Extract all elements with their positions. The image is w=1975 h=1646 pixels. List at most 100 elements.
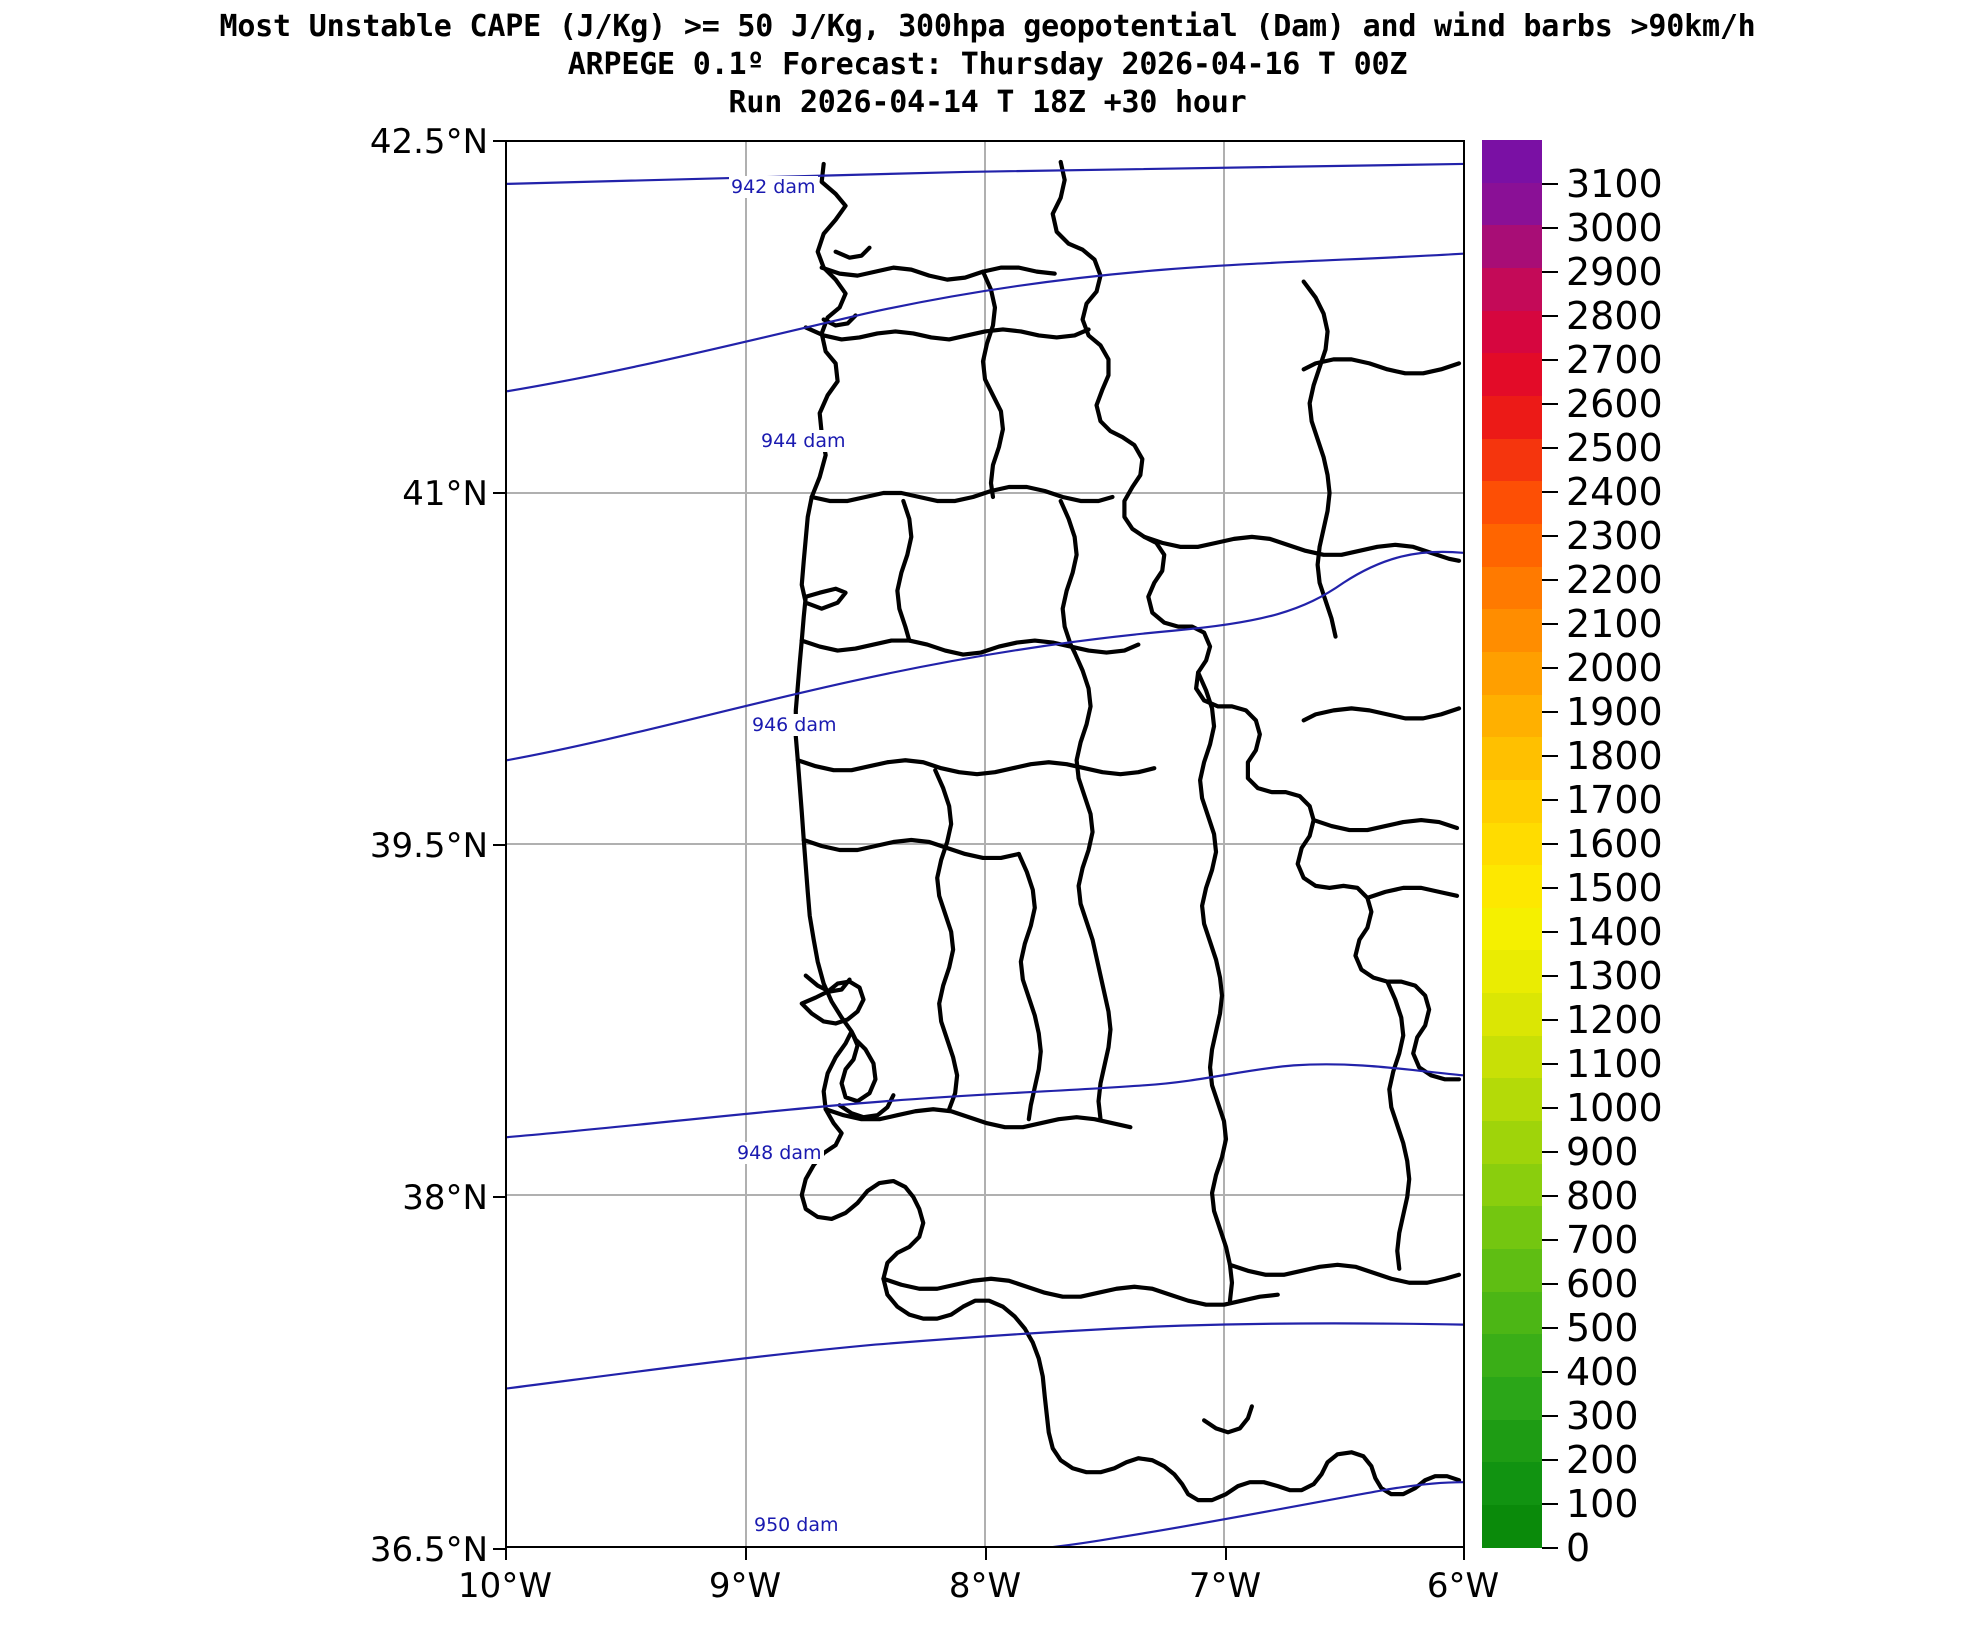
colorbar-tick-label: 2300 <box>1566 514 1663 558</box>
ytick-label-42-5: 42.5°N <box>369 122 488 162</box>
colorbar-swatch <box>1482 1419 1542 1463</box>
ytick-mark-39-5 <box>493 844 505 846</box>
colorbar-tick-label: 3000 <box>1566 206 1663 250</box>
colorbar-swatch <box>1482 1334 1542 1378</box>
xtick-mark-6w <box>1463 1548 1465 1560</box>
xtick-label-7w: 7°W <box>1188 1566 1262 1606</box>
colorbar-tick-label: 1800 <box>1566 734 1663 778</box>
colorbar-swatch <box>1482 1121 1542 1164</box>
page-title: Most Unstable CAPE (J/Kg) >= 50 J/Kg, 30… <box>219 9 1756 44</box>
geopotential-contours <box>507 162 1463 1546</box>
model-run-subtitle: Run 2026-04-14 T 18Z +30 hour <box>728 85 1247 120</box>
ytick-label-39-5: 39.5°N <box>369 826 488 866</box>
colorbar-tick-label: 900 <box>1566 1130 1639 1174</box>
colorbar-tick <box>1542 491 1558 493</box>
colorbar-tick <box>1542 711 1558 713</box>
colorbar-tick-label: 2900 <box>1566 250 1663 294</box>
colorbar-tick <box>1542 1503 1558 1505</box>
map-plot-area: 942 dam 944 dam 946 dam 948 dam 950 dam <box>505 140 1465 1548</box>
colorbar-swatch <box>1482 993 1542 1036</box>
colorbar-tick <box>1542 315 1558 317</box>
colorbar-tick <box>1542 1415 1558 1417</box>
colorbar-swatch <box>1482 1035 1542 1079</box>
contour-946 <box>507 1063 1463 1139</box>
colorbar-tick <box>1542 1371 1558 1373</box>
colorbar-tick <box>1542 403 1558 405</box>
colorbar-tick <box>1542 667 1558 669</box>
colorbar-swatch <box>1482 907 1542 951</box>
colorbar-tick <box>1542 1019 1558 1021</box>
colorbar-swatch <box>1482 267 1542 311</box>
xtick-mark-8w <box>985 1548 987 1560</box>
ytick-label-38: 38°N <box>402 1178 488 1218</box>
colorbar-tick <box>1542 843 1558 845</box>
colorbar-swatch <box>1482 950 1542 994</box>
colorbar-tick-label: 200 <box>1566 1438 1639 1482</box>
colorbar-tick-label: 500 <box>1566 1306 1639 1350</box>
colorbar-tick-label: 2400 <box>1566 470 1663 514</box>
ytick-label-36-5: 36.5°N <box>369 1530 488 1570</box>
colorbar-swatch <box>1482 523 1542 567</box>
colorbar-tick <box>1542 887 1558 889</box>
colorbar-tick-label: 700 <box>1566 1218 1639 1262</box>
xtick-label-6w: 6°W <box>1426 1566 1500 1606</box>
colorbar-tick-label: 2200 <box>1566 558 1663 602</box>
colorbar-swatch <box>1482 609 1542 652</box>
colorbar-tick-label: 1100 <box>1566 1042 1663 1086</box>
figure-title-block: Most Unstable CAPE (J/Kg) >= 50 J/Kg, 30… <box>0 0 1975 122</box>
colorbar-swatch <box>1482 694 1542 738</box>
colorbar-tick <box>1542 447 1558 449</box>
colorbar-tick <box>1542 1327 1558 1329</box>
colorbar-swatch <box>1482 822 1542 866</box>
colorbar-tick-label: 1400 <box>1566 910 1663 954</box>
colorbar-tick-label: 0 <box>1566 1526 1591 1570</box>
colorbar-tick <box>1542 535 1558 537</box>
colorbar-swatch <box>1482 310 1542 354</box>
colorbar-tick <box>1542 579 1558 581</box>
colorbar-tick-label: 300 <box>1566 1394 1639 1438</box>
colorbar-tick <box>1542 359 1558 361</box>
colorbar-swatch <box>1482 395 1542 439</box>
colorbar-swatch <box>1482 566 1542 610</box>
xtick-label-8w: 8°W <box>948 1566 1022 1606</box>
colorbar-tick-label: 400 <box>1566 1350 1639 1394</box>
ytick-label-41: 41°N <box>402 474 488 514</box>
colorbar[interactable]: 0 100 200 300 400 500 600 700 800 900 1000 1100 1200… <box>1482 140 1663 1570</box>
colorbar-tick-label: 1600 <box>1566 822 1663 866</box>
contour-label-944: 944 dam <box>759 430 848 452</box>
colorbar-tick <box>1542 1547 1558 1549</box>
colorbar-tick-label: 1700 <box>1566 778 1663 822</box>
colorbar-swatch <box>1482 865 1542 908</box>
colorbar-gradient <box>1482 140 1542 1548</box>
colorbar-swatch <box>1482 1291 1542 1335</box>
colorbar-tick <box>1542 799 1558 801</box>
colorbar-tick <box>1542 755 1558 757</box>
colorbar-swatch <box>1482 779 1542 823</box>
colorbar-swatch <box>1482 225 1542 268</box>
contour-label-942: 942 dam <box>729 176 818 198</box>
contour-948 <box>507 1322 1463 1390</box>
colorbar-tick <box>1542 931 1558 933</box>
contour-label-948: 948 dam <box>735 1142 824 1164</box>
colorbar-tick-label: 2500 <box>1566 426 1663 470</box>
colorbar-swatch <box>1482 737 1542 780</box>
contour-944 <box>507 550 1463 762</box>
ytick-mark-42-5 <box>493 140 505 142</box>
colorbar-tick <box>1542 1063 1558 1065</box>
colorbar-swatch <box>1482 481 1542 524</box>
colorbar-swatch <box>1482 182 1542 226</box>
colorbar-swatch <box>1482 1163 1542 1207</box>
colorbar-tick-label: 2000 <box>1566 646 1663 690</box>
xtick-mark-7w <box>1225 1548 1227 1560</box>
colorbar-swatch <box>1482 1078 1542 1122</box>
colorbar-swatch <box>1482 140 1542 183</box>
xtick-label-9w: 9°W <box>708 1566 782 1606</box>
colorbar-tick <box>1542 1239 1558 1241</box>
colorbar-tick-label: 1000 <box>1566 1086 1663 1130</box>
colorbar-swatch <box>1482 1462 1542 1505</box>
colorbar-tick <box>1542 1151 1558 1153</box>
colorbar-tick-label: 1900 <box>1566 690 1663 734</box>
contour-950 <box>1052 1481 1463 1546</box>
colorbar-swatch <box>1482 1505 1542 1548</box>
